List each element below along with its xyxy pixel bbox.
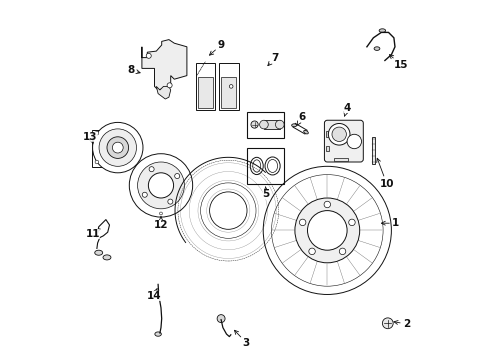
Circle shape bbox=[174, 174, 180, 179]
Bar bbox=[246, 112, 284, 138]
Circle shape bbox=[299, 219, 305, 226]
Circle shape bbox=[129, 154, 192, 217]
Circle shape bbox=[92, 122, 142, 173]
Bar bbox=[333, 158, 347, 161]
Circle shape bbox=[159, 212, 162, 215]
Text: 9: 9 bbox=[209, 40, 224, 55]
Circle shape bbox=[275, 120, 284, 129]
Text: 6: 6 bbox=[297, 112, 305, 125]
Text: 13: 13 bbox=[83, 132, 98, 143]
Circle shape bbox=[382, 318, 392, 329]
Circle shape bbox=[331, 127, 346, 141]
Polygon shape bbox=[371, 137, 374, 164]
Bar bbox=[246, 148, 284, 184]
Bar bbox=[197, 77, 212, 108]
Circle shape bbox=[107, 137, 128, 158]
Ellipse shape bbox=[291, 124, 296, 127]
Bar bbox=[219, 63, 239, 110]
Circle shape bbox=[142, 192, 147, 197]
FancyBboxPatch shape bbox=[324, 120, 363, 162]
Circle shape bbox=[346, 134, 361, 149]
Text: 12: 12 bbox=[153, 217, 168, 230]
Circle shape bbox=[259, 120, 268, 129]
Circle shape bbox=[137, 162, 184, 209]
Text: 15: 15 bbox=[389, 55, 407, 70]
Text: 14: 14 bbox=[146, 288, 161, 301]
Text: 2: 2 bbox=[393, 319, 409, 329]
Circle shape bbox=[99, 129, 136, 166]
Circle shape bbox=[167, 83, 172, 88]
Ellipse shape bbox=[378, 29, 385, 32]
Text: 7: 7 bbox=[267, 53, 278, 66]
Ellipse shape bbox=[95, 250, 102, 255]
Text: 11: 11 bbox=[85, 229, 100, 239]
Circle shape bbox=[250, 121, 258, 128]
Bar bbox=[221, 77, 236, 108]
Text: 4: 4 bbox=[343, 103, 350, 116]
Bar bbox=[325, 146, 329, 151]
Text: 8: 8 bbox=[127, 65, 140, 75]
Bar bbox=[196, 63, 214, 110]
Circle shape bbox=[324, 201, 330, 208]
Text: 5: 5 bbox=[262, 186, 269, 199]
Polygon shape bbox=[156, 86, 170, 99]
Circle shape bbox=[167, 199, 172, 204]
Circle shape bbox=[149, 167, 154, 172]
Circle shape bbox=[308, 248, 315, 255]
Ellipse shape bbox=[155, 332, 161, 336]
Polygon shape bbox=[142, 40, 186, 90]
Circle shape bbox=[112, 142, 123, 153]
Bar bbox=[264, 120, 279, 129]
Circle shape bbox=[95, 131, 99, 135]
Ellipse shape bbox=[373, 47, 379, 50]
Circle shape bbox=[339, 248, 345, 255]
Circle shape bbox=[307, 211, 346, 250]
Circle shape bbox=[348, 219, 354, 226]
Text: 1: 1 bbox=[381, 218, 399, 228]
Circle shape bbox=[294, 198, 359, 263]
Ellipse shape bbox=[103, 255, 111, 260]
Circle shape bbox=[263, 166, 390, 294]
Circle shape bbox=[217, 315, 224, 323]
Circle shape bbox=[328, 123, 349, 145]
Text: 10: 10 bbox=[376, 158, 393, 189]
Circle shape bbox=[95, 160, 99, 164]
Circle shape bbox=[209, 192, 246, 229]
Circle shape bbox=[229, 85, 232, 88]
Bar bbox=[92, 130, 123, 167]
Circle shape bbox=[146, 53, 151, 58]
Ellipse shape bbox=[303, 130, 308, 134]
Circle shape bbox=[148, 173, 173, 198]
Bar bbox=[325, 131, 329, 137]
Text: 3: 3 bbox=[234, 330, 249, 348]
